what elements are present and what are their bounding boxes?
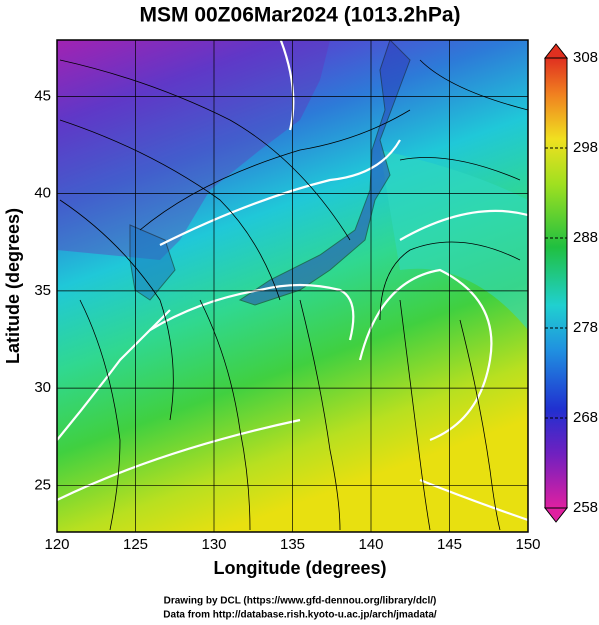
colorbar-tick-label: 288 — [573, 229, 598, 246]
credit-line: Drawing by DCL (https://www.gfd-dennou.o… — [164, 596, 437, 607]
x-axis-label: Longitude (degrees) — [213, 558, 386, 578]
colorbar-tick-label: 268 — [573, 409, 598, 426]
colorbar-arrow-bottom — [543, 507, 569, 523]
y-tick-label: 45 — [34, 87, 51, 104]
colorbar-tick-label: 298 — [573, 139, 598, 156]
x-tick-label: 120 — [44, 536, 69, 553]
colorbar-arrow-top — [543, 43, 569, 59]
colorbar-tick-label: 258 — [573, 499, 598, 516]
y-tick-label: 35 — [34, 282, 51, 299]
x-tick-label: 145 — [437, 536, 462, 553]
y-axis-label: Latitude (degrees) — [3, 208, 23, 364]
colorbar-tick-label: 278 — [573, 319, 598, 336]
streamlines — [59, 59, 528, 531]
x-tick-label: 135 — [280, 536, 305, 553]
y-tick-label: 30 — [34, 379, 51, 396]
y-tick-label: 25 — [34, 476, 51, 493]
title: MSM 00Z06Mar2024 (1013.2hPa) — [140, 4, 461, 27]
x-tick-label: 140 — [358, 536, 383, 553]
x-tick-label: 125 — [123, 536, 148, 553]
credit-line: Data from http://database.rish.kyoto-u.a… — [163, 610, 437, 621]
isobars — [57, 40, 528, 522]
x-tick-label: 150 — [515, 536, 540, 553]
colorbar — [544, 57, 568, 509]
y-tick-label: 40 — [34, 185, 51, 202]
x-tick-label: 130 — [201, 536, 226, 553]
warm-region — [380, 150, 528, 330]
land-japan — [238, 40, 411, 306]
colorbar-tick-label: 308 — [573, 49, 598, 66]
land-asia — [57, 40, 330, 260]
